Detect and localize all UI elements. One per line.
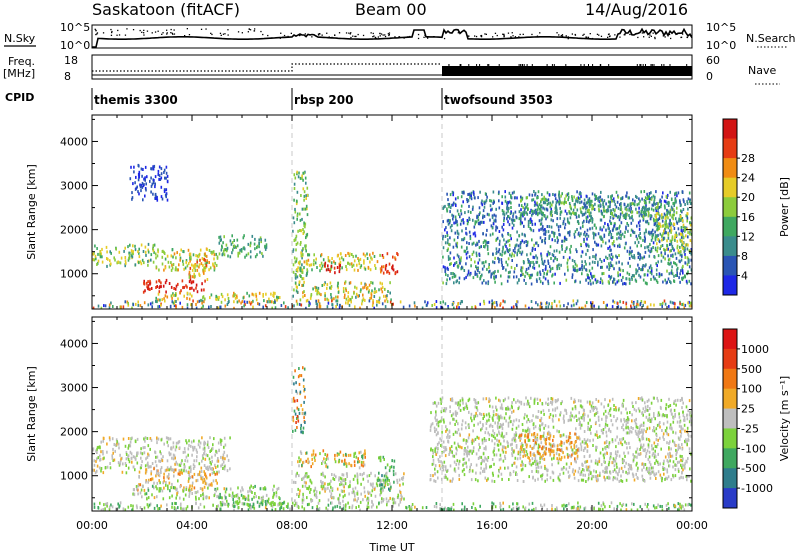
- nsky-strip: N.Sky 10^5 10^0 10^5 10^0 N.Search: [4, 21, 796, 52]
- beam-title: Beam 00: [355, 0, 427, 19]
- power-colorbar-swatch: [723, 255, 737, 276]
- vel-colorbar-swatch: [723, 348, 737, 370]
- power-colorbar-tick-label: 8: [741, 250, 748, 263]
- nave-tick-bottom: 0: [706, 70, 713, 83]
- freq-tick-top: 18: [64, 54, 78, 67]
- freq-label-line1: Freq.: [8, 55, 35, 68]
- freq-tick-bottom: 8: [64, 70, 71, 83]
- nsky-tick-top-right: 10^5: [706, 21, 736, 34]
- power-colorbar-swatch: [723, 275, 737, 296]
- vel-colorbar-label: Velocity [m s⁻¹]: [778, 376, 791, 461]
- vel-x-tick-label: 20:00: [576, 519, 608, 532]
- vel-y-axis-label: Slant Range [km]: [25, 366, 38, 462]
- power-panel: 1000 2000 3000 4000 Slant Range [km] 4 8 12 16 20…: [25, 114, 791, 310]
- vel-colorbar-tick-label: -1000: [741, 482, 773, 495]
- vel-x-tick-label: 08:00: [276, 519, 308, 532]
- power-y-tick-label: 1000: [60, 268, 88, 281]
- nave-dotted-line: [92, 63, 442, 72]
- vel-y-tick-label: 1000: [60, 470, 88, 483]
- power-scatter-field: [92, 163, 692, 309]
- vel-colorbar-tick-label: 25: [741, 403, 755, 416]
- cpid-segment-label: rbsp 200: [294, 93, 353, 107]
- power-colorbar-tick-label: 16: [741, 211, 755, 224]
- vel-colorbar-swatch: [723, 388, 737, 409]
- velocity-panel: 1000 2000 3000 4000 00:00 04:00 08:00 12:00 16:0…: [25, 316, 791, 532]
- power-y-tick-label: 2000: [60, 224, 88, 237]
- power-colorbar-swatch: [723, 158, 737, 179]
- vel-colorbar-tick-label: 1000: [741, 343, 769, 356]
- nsky-label: N.Sky: [4, 32, 36, 45]
- power-colorbar-tick-label: 24: [741, 172, 755, 185]
- x-axis-label: Time UT: [368, 541, 414, 554]
- vel-colorbar-tick-label: -100: [741, 442, 766, 455]
- cpid-segment-label: themis 3300: [94, 93, 178, 107]
- power-colorbar-tick-label: 20: [741, 191, 755, 204]
- vel-colorbar-swatch: [723, 488, 737, 509]
- vel-x-tick-label: 04:00: [176, 519, 208, 532]
- power-colorbar-tick-label: 28: [741, 152, 755, 165]
- power-colorbar-tick-label: 12: [741, 230, 755, 243]
- cpid-label: CPID: [5, 91, 34, 104]
- cpid-strip: CPID themis 3300 rbsp 200 twofsound 3503: [5, 88, 553, 110]
- power-colorbar-swatch: [723, 197, 737, 218]
- power-colorbar-swatch: [723, 216, 737, 237]
- vel-x-tick-label: 00:00: [676, 519, 708, 532]
- vel-colorbar-swatch: [723, 468, 737, 489]
- vel-y-tick-label: 3000: [60, 382, 88, 395]
- power-colorbar: 4 8 12 16 20 24 28 Power [dB]: [722, 118, 791, 296]
- vel-x-tick-label: 12:00: [376, 519, 408, 532]
- freq-label-line2: [MHz]: [3, 67, 35, 80]
- vel-colorbar-tick-label: 100: [741, 383, 762, 396]
- power-y-tick-label: 4000: [60, 135, 88, 148]
- date-title: 14/Aug/2016: [585, 0, 688, 19]
- vel-colorbar: 1000 500 100 25 -25 -100 -500 -1000 Velocity [m …: [722, 328, 791, 509]
- nsearch-label: N.Search: [746, 32, 796, 45]
- vel-colorbar-swatch: [723, 368, 737, 390]
- station-title: Saskatoon (fitACF): [92, 0, 240, 19]
- vel-colorbar-tick-label: -500: [741, 462, 766, 475]
- power-colorbar-label: Power [dB]: [778, 177, 791, 237]
- vel-y-tick-label: 4000: [60, 337, 88, 350]
- vel-colorbar-tick-label: -25: [741, 422, 759, 435]
- vel-x-tick-label: 00:00: [76, 519, 108, 532]
- power-y-tick-label: 3000: [60, 180, 88, 193]
- nsky-tick-bottom-right: 10^0: [706, 39, 736, 52]
- vel-colorbar-swatch: [723, 428, 737, 449]
- vel-colorbar-swatch: [723, 448, 737, 469]
- freq-strip: Freq. [MHz] 18 8 60 0 Nave: [3, 54, 780, 85]
- power-colorbar-swatch: [723, 119, 737, 139]
- vel-colorbar-tick-label: 500: [741, 363, 762, 376]
- vel-colorbar-swatch: [723, 329, 737, 350]
- nsearch-dots: [94, 28, 692, 40]
- nsky-line: [92, 27, 693, 48]
- power-colorbar-swatch: [723, 138, 737, 159]
- nave-block: [442, 64, 692, 76]
- vel-colorbar-swatch: [723, 408, 737, 429]
- nsky-tick-top-left: 10^5: [60, 21, 90, 34]
- power-colorbar-tick-label: 4: [741, 269, 748, 282]
- vel-scatter-field: [92, 366, 692, 511]
- nave-tick-top: 60: [706, 54, 720, 67]
- power-colorbar-swatch: [723, 236, 737, 257]
- power-y-axis-label: Slant Range [km]: [25, 164, 38, 260]
- nsky-tick-bottom-left: 10^0: [60, 39, 90, 52]
- vel-x-tick-label: 16:00: [476, 519, 508, 532]
- nave-label: Nave: [748, 64, 776, 77]
- vel-y-tick-label: 2000: [60, 426, 88, 439]
- cpid-segment-label: twofsound 3503: [444, 93, 553, 107]
- power-colorbar-swatch: [723, 177, 737, 198]
